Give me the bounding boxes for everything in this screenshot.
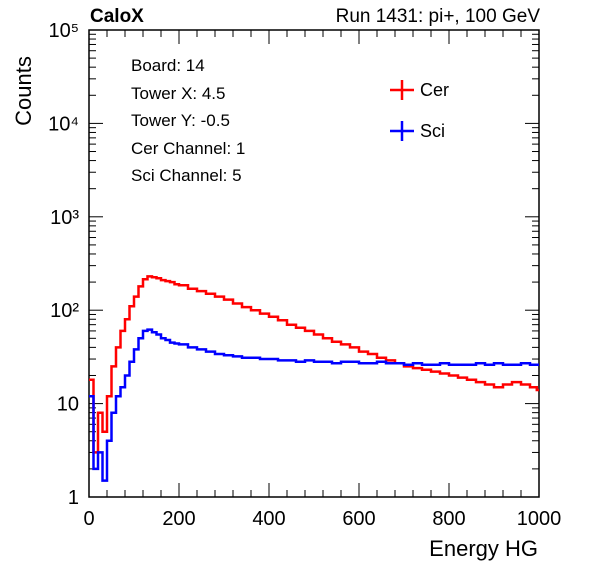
info-tower-x: Tower X: 4.5 [131,83,226,103]
y-tick-label: 1 [68,487,79,509]
legend-item-cer: Cer [390,78,449,102]
y-tick-label: 10 [57,394,79,416]
x-tick-label: 200 [162,508,195,530]
x-tick-label: 800 [432,508,465,530]
run-label: Run 1431: pi+, 100 GeV [335,6,540,27]
legend-label-cer: Cer [420,79,450,100]
info-tower-y: Tower Y: -0.5 [131,111,230,130]
legend-label-sci: Sci [420,120,446,141]
axes: 0 200 400 600 800 1000 1 10 10² 10³ 10⁴ 10⁵ [48,20,561,530]
y-tick-label: 10⁴ [48,113,79,135]
series-cer-histogram [89,275,539,454]
series-layer [89,275,539,482]
sci-marker-icon [390,121,414,141]
series-sci-histogram [89,328,539,482]
x-tick-label: 0 [83,508,94,530]
plot-frame [88,29,540,498]
collaboration-label: CaloX [90,6,144,27]
y-tick-label: 10³ [50,207,79,229]
y-tick-label: 10² [50,300,79,322]
x-axis-label: Energy HG [429,536,538,561]
x-tick-label: 600 [342,508,375,530]
info-board: Board: 14 [131,56,205,75]
legend-item-sci: Sci [390,119,445,143]
info-box: Board: 14 Tower X: 4.5 Tower Y: -0.5 Cer… [131,52,245,190]
info-sci-channel: Sci Channel: 5 [131,166,242,185]
cer-marker-icon [390,80,414,100]
x-tick-label: 400 [252,508,285,530]
y-axis-label: Counts [11,56,36,126]
info-cer-channel: Cer Channel: 1 [131,138,246,158]
x-tick-label: 1000 [517,508,562,530]
y-tick-label: 10⁵ [48,20,79,42]
